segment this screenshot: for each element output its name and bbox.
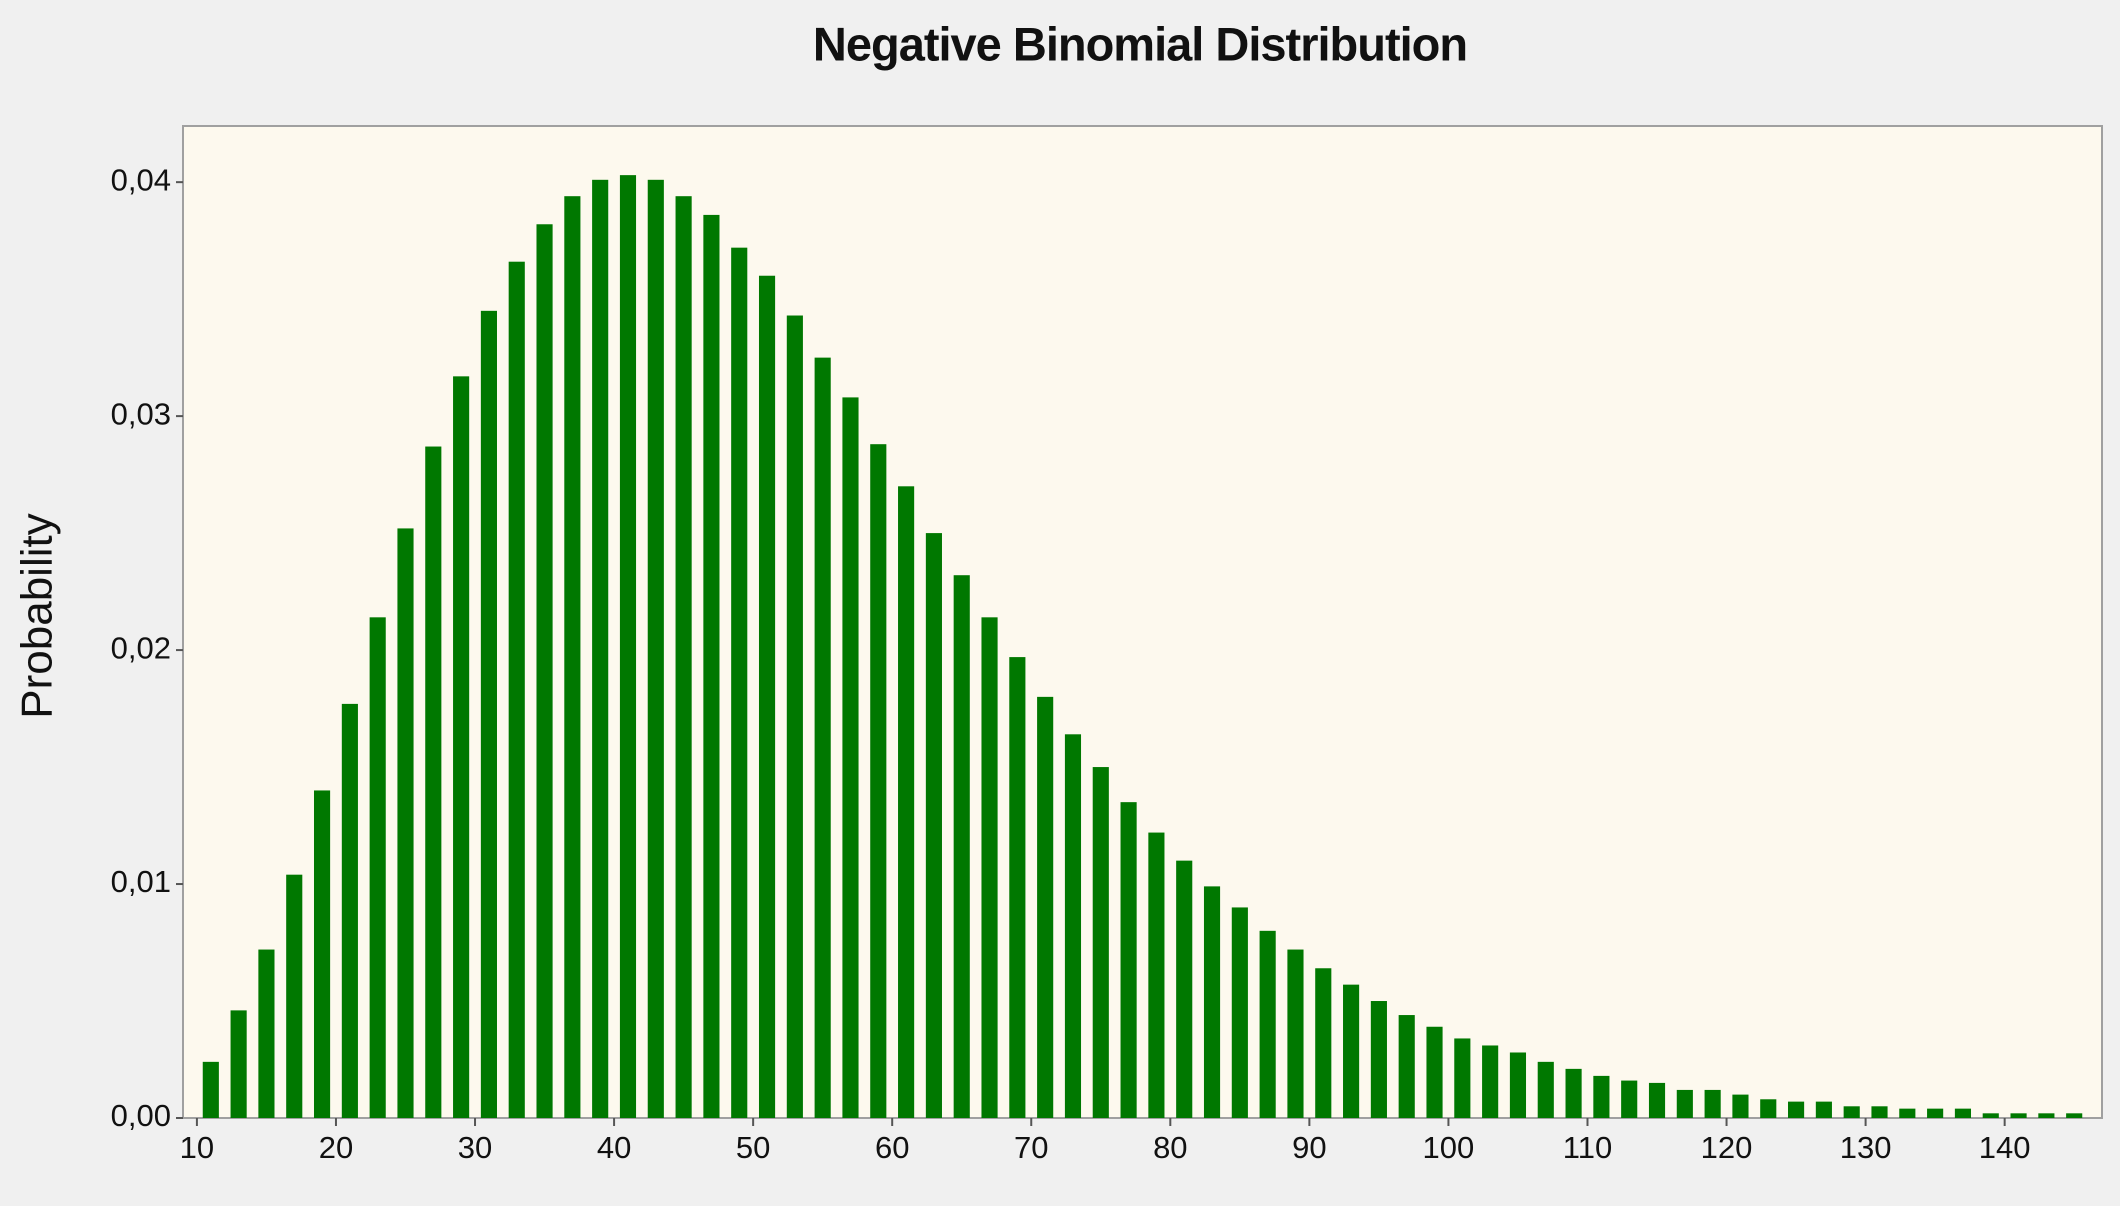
y-tick-label: 0,03 [111, 396, 171, 431]
bar [341, 703, 358, 1118]
bar [1426, 1026, 1443, 1118]
bar [1593, 1075, 1610, 1118]
bar [1092, 767, 1109, 1118]
x-tick-label: 70 [1014, 1130, 1048, 1165]
bar [1009, 657, 1026, 1118]
bar [1788, 1101, 1805, 1118]
bar [1315, 968, 1332, 1118]
bar [731, 247, 748, 1118]
y-tick-label: 0,02 [111, 630, 171, 665]
x-tick-label: 30 [458, 1130, 492, 1165]
bar [230, 1010, 247, 1118]
bar [870, 444, 887, 1118]
bar [1037, 696, 1054, 1118]
bar [1648, 1082, 1666, 1118]
bar [925, 533, 942, 1118]
bar [1203, 886, 1221, 1118]
y-axis-label: Probability [13, 513, 62, 718]
bar [1899, 1108, 1916, 1118]
bar [842, 397, 859, 1118]
y-tick-label: 0,01 [111, 864, 171, 899]
bar [1760, 1099, 1777, 1118]
x-tick-label: 10 [180, 1130, 214, 1165]
bar [1927, 1108, 1944, 1118]
bar [1370, 1001, 1387, 1118]
y-tick-label: 0,00 [111, 1098, 171, 1133]
bar [953, 575, 970, 1118]
bar [2066, 1113, 2083, 1118]
bar [453, 376, 470, 1119]
bar [480, 310, 497, 1118]
bar [1176, 860, 1193, 1118]
bar [564, 196, 581, 1119]
bar [1732, 1094, 1749, 1118]
x-tick-label: 80 [1153, 1130, 1187, 1165]
bar [1287, 949, 1304, 1118]
bar [1148, 832, 1165, 1118]
bar [369, 617, 386, 1118]
bar [2038, 1113, 2055, 1118]
bar [1982, 1113, 1999, 1118]
x-tick-label: 140 [1979, 1130, 2031, 1165]
x-tick-label: 100 [1423, 1130, 1475, 1165]
bar [898, 486, 915, 1118]
bar [508, 261, 525, 1118]
x-tick-label: 40 [597, 1130, 631, 1165]
plot-area [182, 125, 2103, 1119]
bar [1704, 1089, 1721, 1118]
bar [1482, 1045, 1499, 1118]
bar [814, 357, 831, 1118]
bar [1064, 734, 1082, 1118]
bar [1259, 930, 1276, 1118]
bar [1565, 1068, 1582, 1118]
bar [536, 224, 553, 1118]
bar [425, 446, 442, 1118]
x-tick-label: 60 [875, 1130, 909, 1165]
bar [619, 175, 637, 1118]
bar [1843, 1106, 1860, 1118]
bar [258, 949, 275, 1118]
bar [1621, 1080, 1638, 1118]
bar [1815, 1101, 1832, 1118]
bar [2010, 1113, 2027, 1118]
x-tick-label: 110 [1563, 1130, 1612, 1165]
bar [592, 179, 609, 1118]
bar [647, 179, 664, 1118]
bar [758, 275, 776, 1118]
x-tick-label: 120 [1701, 1130, 1753, 1165]
bar [1343, 984, 1360, 1118]
bar [313, 790, 331, 1118]
bar [786, 315, 803, 1119]
bar [397, 528, 414, 1118]
bar [1454, 1038, 1471, 1118]
x-tick-label: 130 [1840, 1130, 1892, 1165]
y-tick-label: 0,04 [111, 162, 171, 197]
bar [202, 1061, 219, 1118]
x-tick-label: 20 [319, 1130, 353, 1165]
chart-title: Negative Binomial Distribution [813, 17, 1467, 70]
bar [703, 214, 720, 1119]
bar [981, 617, 998, 1118]
bar [1231, 907, 1248, 1118]
bar [1871, 1106, 1888, 1118]
x-tick-label: 90 [1292, 1130, 1326, 1165]
bar [1676, 1089, 1693, 1118]
bar [1954, 1108, 1972, 1118]
bar [1398, 1015, 1415, 1118]
bar [286, 874, 303, 1118]
x-tick-label: 50 [736, 1130, 770, 1165]
bar [1537, 1061, 1554, 1118]
bar [1120, 802, 1137, 1118]
bar [1509, 1052, 1527, 1118]
bar [675, 196, 692, 1119]
